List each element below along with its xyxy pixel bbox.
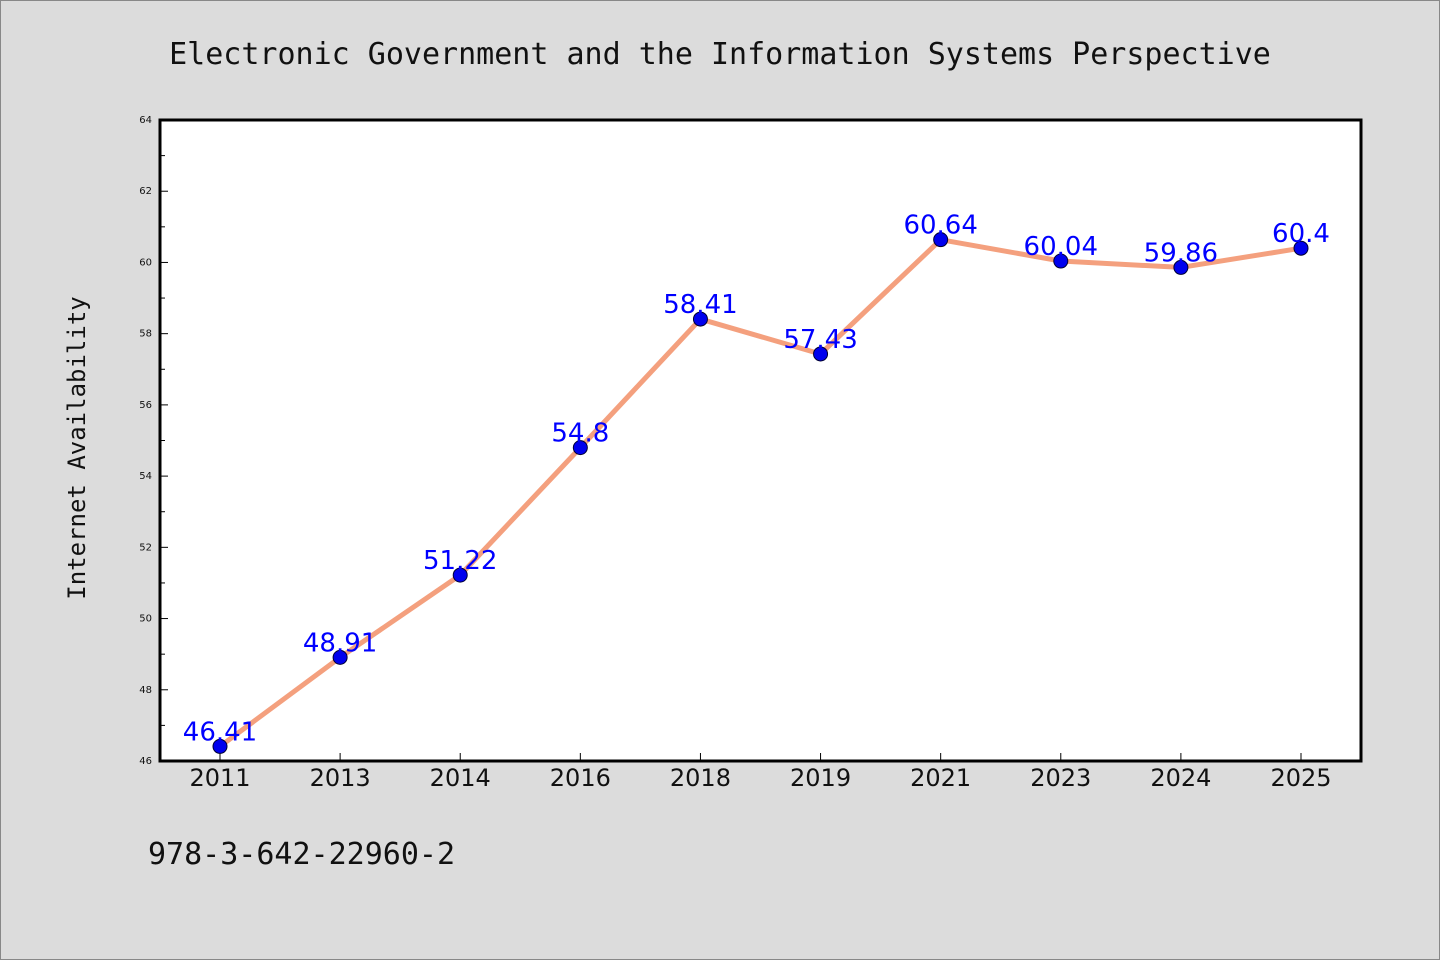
data-point-marker	[1173, 259, 1189, 275]
data-point-label: 58.41	[663, 290, 737, 320]
x-tick-label: 2024	[1150, 764, 1211, 792]
data-point-label: 54.8	[551, 419, 609, 449]
y-tick-label: 48	[139, 685, 152, 696]
plot-frame	[158, 118, 1363, 763]
x-tick-label: 2013	[310, 764, 371, 792]
data-labels: 46.41 48.91 51.22 54.8 58.41 57.43 60.64 60.04 5…	[183, 211, 1330, 748]
x-tick-label: 2023	[1030, 764, 1091, 792]
x-axis-ticks: 2011 2013 2014 2016 2018 2019 2021 2023 2024 2025	[189, 753, 1332, 792]
x-tick-label: 2021	[910, 764, 971, 792]
y-tick-label: 56	[139, 400, 152, 411]
x-tick-label: 2011	[189, 764, 250, 792]
series-line-group	[217, 237, 1304, 749]
data-point-marker	[332, 649, 348, 665]
x-tick-label: 2014	[430, 764, 491, 792]
data-point-marker	[933, 232, 949, 248]
x-tick-label: 2019	[790, 764, 851, 792]
y-tick-label: 54	[139, 471, 152, 482]
data-points	[212, 232, 1309, 754]
data-point-label: 60.04	[1024, 232, 1098, 262]
data-point-marker	[1053, 253, 1069, 269]
plot-area	[160, 120, 1361, 761]
data-point-marker	[212, 738, 228, 754]
data-point-label: 57.43	[783, 325, 857, 355]
data-point-label: 60.4	[1272, 219, 1330, 249]
data-point-label: 46.41	[183, 717, 257, 747]
data-point-label: 60.64	[903, 211, 977, 241]
y-tick-label: 62	[139, 186, 152, 197]
y-tick-label: 58	[139, 329, 152, 340]
data-point-marker	[692, 311, 708, 327]
x-tick-label: 2018	[670, 764, 731, 792]
y-tick-label: 52	[139, 542, 152, 553]
x-tick-label: 2025	[1270, 764, 1331, 792]
data-point-label: 59.86	[1144, 238, 1218, 268]
y-tick-label: 60	[139, 257, 152, 268]
data-point-marker	[1293, 240, 1309, 256]
series-line	[217, 237, 1304, 749]
x-tick-label: 2016	[550, 764, 611, 792]
data-point-label: 48.91	[303, 628, 377, 658]
data-point-marker	[813, 346, 829, 362]
y-tick-label: 46	[139, 756, 152, 767]
chart-title: Electronic Government and the Informatio…	[169, 37, 1271, 72]
data-point-marker	[572, 440, 588, 456]
data-point-label: 51.22	[423, 546, 497, 576]
footer-isbn: 978-3-642-22960-2	[148, 837, 455, 872]
y-tick-label: 64	[139, 115, 152, 126]
y-axis-label: Internet Availability	[63, 296, 91, 599]
data-point-marker	[452, 567, 468, 583]
y-tick-label: 50	[139, 614, 152, 625]
